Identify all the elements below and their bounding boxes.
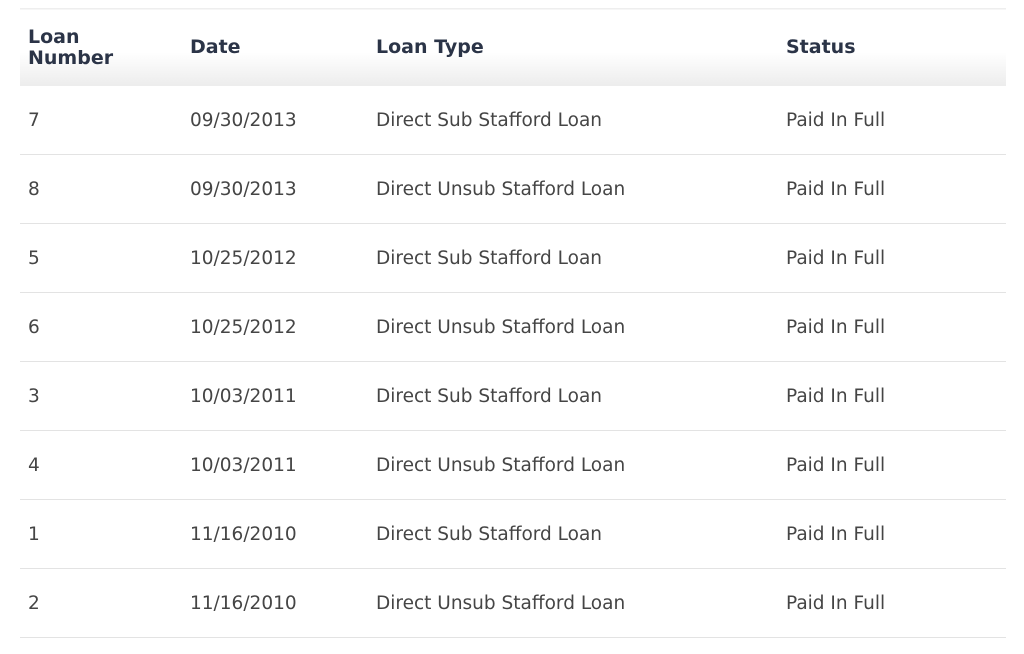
loan-cell: 1 [20, 499, 182, 569]
loan-cell: Paid In Full [778, 361, 1006, 431]
loan-cell: Paid In Full [778, 430, 1006, 500]
loan-cell: 11/16/2010 [182, 499, 368, 569]
loan-cell: 10/03/2011 [182, 361, 368, 431]
loan-cell: 10/25/2012 [182, 223, 368, 293]
column-header: Status [778, 8, 1006, 86]
loan-row: 3 10/03/2011 Direct Sub Stafford Loan Paid … [20, 361, 1006, 431]
loan-cell: 6 [20, 292, 182, 362]
header-row: Loan Number Date Loan Type Status [20, 8, 1006, 86]
column-header-label: Loan Number [28, 25, 114, 69]
loan-cell: 10/25/2012 [182, 292, 368, 362]
table-body: 7 09/30/2013 Direct Sub Stafford Loan Paid … [20, 86, 1006, 638]
loan-cell: Direct Unsub Stafford Loan [368, 430, 778, 500]
loan-row: 6 10/25/2012 Direct Unsub Stafford Loan Pai… [20, 292, 1006, 362]
loan-row: 4 10/03/2011 Direct Unsub Stafford Loan Pai… [20, 430, 1006, 500]
loan-row: 2 11/16/2010 Direct Unsub Stafford Loan Pai… [20, 568, 1006, 638]
loan-table-container: Loan Number Date Loan Type Status 7 09/30/20… [20, 8, 1006, 638]
loan-cell: 7 [20, 86, 182, 155]
column-header-label: Status [786, 36, 856, 58]
loan-cell: 09/30/2013 [182, 154, 368, 224]
loan-cell: Paid In Full [778, 223, 1006, 293]
loan-cell: 10/03/2011 [182, 430, 368, 500]
loan-row: 1 11/16/2010 Direct Sub Stafford Loan Paid … [20, 499, 1006, 569]
loan-cell: Direct Sub Stafford Loan [368, 86, 778, 155]
loan-cell: 2 [20, 568, 182, 638]
loan-cell: 3 [20, 361, 182, 431]
loan-row: 5 10/25/2012 Direct Sub Stafford Loan Paid … [20, 223, 1006, 293]
loan-cell: 5 [20, 223, 182, 293]
loan-cell: Paid In Full [778, 86, 1006, 155]
loan-cell: Paid In Full [778, 499, 1006, 569]
loan-cell: Direct Sub Stafford Loan [368, 361, 778, 431]
column-header-label: Date [190, 36, 241, 58]
loan-cell: 8 [20, 154, 182, 224]
loan-cell: 11/16/2010 [182, 568, 368, 638]
table-header: Loan Number Date Loan Type Status [20, 8, 1006, 86]
loan-cell: Direct Unsub Stafford Loan [368, 568, 778, 638]
column-header: Date [182, 8, 368, 86]
loan-cell: Direct Unsub Stafford Loan [368, 154, 778, 224]
loan-table: Loan Number Date Loan Type Status 7 09/30/20… [20, 8, 1006, 638]
column-header: Loan Number [20, 8, 182, 86]
loan-cell: Direct Sub Stafford Loan [368, 499, 778, 569]
loan-cell: Paid In Full [778, 292, 1006, 362]
column-header: Loan Type [368, 8, 778, 86]
column-header-label: Loan Type [376, 36, 484, 58]
loan-cell: Paid In Full [778, 568, 1006, 638]
loan-cell: Direct Sub Stafford Loan [368, 223, 778, 293]
loan-cell: 09/30/2013 [182, 86, 368, 155]
loan-row: 7 09/30/2013 Direct Sub Stafford Loan Paid … [20, 86, 1006, 155]
loan-row: 8 09/30/2013 Direct Unsub Stafford Loan Pai… [20, 154, 1006, 224]
loan-cell: Paid In Full [778, 154, 1006, 224]
loan-cell: Direct Unsub Stafford Loan [368, 292, 778, 362]
loan-cell: 4 [20, 430, 182, 500]
